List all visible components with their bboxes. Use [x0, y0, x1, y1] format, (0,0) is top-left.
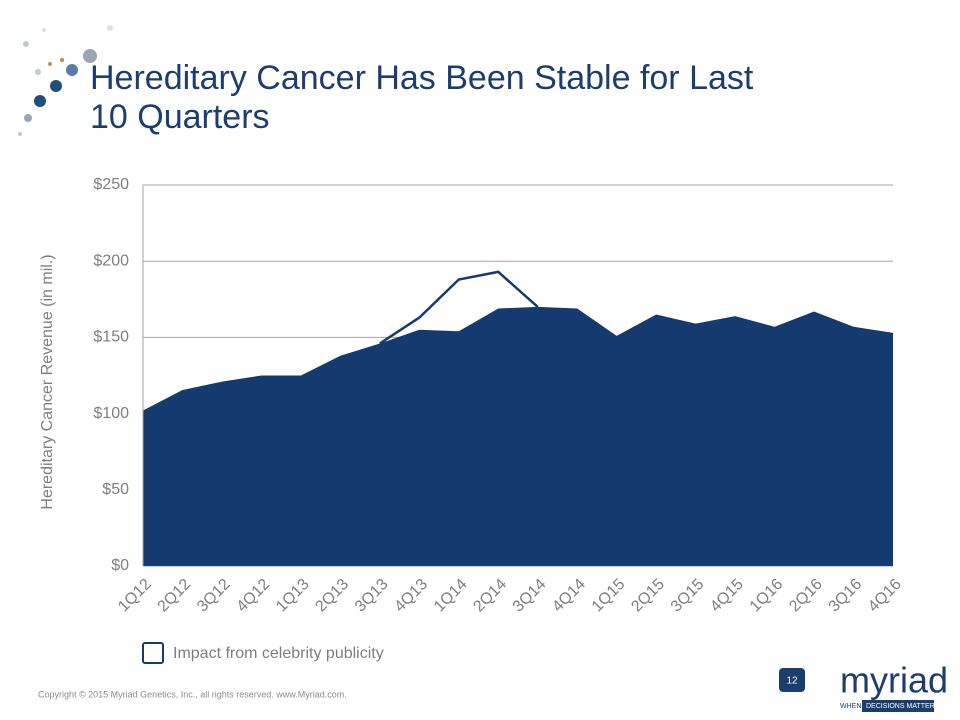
x-tick-label: 3Q15 [668, 576, 708, 616]
tagline-box [862, 700, 934, 712]
x-tick-label: 2Q12 [155, 576, 195, 616]
chart-title: Hereditary Cancer Has Been Stable for La… [90, 59, 754, 97]
x-tick-label: 2Q16 [786, 576, 826, 616]
copyright: Copyright © 2015 Myriad Genetics, Inc., … [38, 689, 347, 699]
y-tick-label: $150 [93, 329, 129, 346]
x-tick-label: 4Q13 [391, 576, 431, 616]
y-tick-label: $250 [93, 176, 129, 193]
y-tick-label: $50 [102, 481, 129, 498]
y-tick-label: $100 [93, 405, 129, 422]
x-tick-label: 1Q12 [115, 576, 155, 616]
x-tick-label: 3Q13 [352, 576, 392, 616]
page-number: 12 [786, 676, 798, 687]
x-tick-label: 1Q15 [589, 576, 629, 616]
x-tick-label: 2Q14 [470, 576, 510, 616]
x-tick-label: 2Q15 [628, 576, 668, 616]
x-tick-label: 4Q14 [549, 576, 589, 616]
y-tick-label: $0 [111, 557, 129, 574]
page-badge [779, 668, 805, 692]
legend-swatch [142, 642, 164, 664]
x-tick-label: 1Q13 [273, 576, 313, 616]
chart-title: 10 Quarters [90, 98, 270, 136]
y-axis-label: Hereditary Cancer Revenue (in mil.) [39, 254, 56, 509]
logo: myriad [840, 660, 948, 701]
x-tick-label: 3Q14 [510, 576, 550, 616]
x-tick-label: 1Q14 [431, 576, 471, 616]
x-tick-label: 4Q16 [865, 576, 905, 616]
logo-tagline: WHEN [840, 703, 861, 710]
x-tick-label: 3Q16 [826, 576, 866, 616]
logo-tagline: DECISIONS MATTER [866, 703, 935, 710]
line [379, 270, 539, 345]
x-tick-label: 4Q12 [234, 576, 274, 616]
area [143, 306, 893, 566]
decoration [18, 25, 113, 136]
y-tick-label: $200 [93, 252, 129, 269]
x-tick-label: 1Q16 [747, 576, 787, 616]
legend-label: Impact from celebrity publicity [173, 645, 384, 662]
x-tick-label: 3Q12 [194, 576, 234, 616]
x-tick-label: 2Q13 [312, 576, 352, 616]
x-tick-label: 4Q15 [707, 576, 747, 616]
